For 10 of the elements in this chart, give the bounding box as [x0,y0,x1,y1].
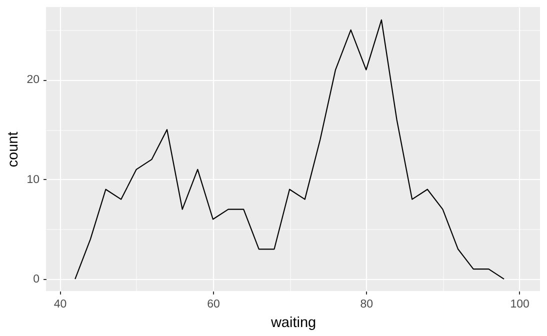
y-tick-label: 0 [33,274,40,286]
x-tick-label: 60 [207,298,220,310]
y-axis-title: count [6,132,22,168]
line-series [74,19,505,280]
y-tick-label: 10 [26,174,40,186]
x-tick-label: 80 [360,298,374,310]
x-tick-label: 40 [54,298,67,310]
y-tick-label: 20 [26,74,40,86]
x-tick-label: 100 [510,298,530,310]
x-axis-title: waiting [270,315,316,331]
